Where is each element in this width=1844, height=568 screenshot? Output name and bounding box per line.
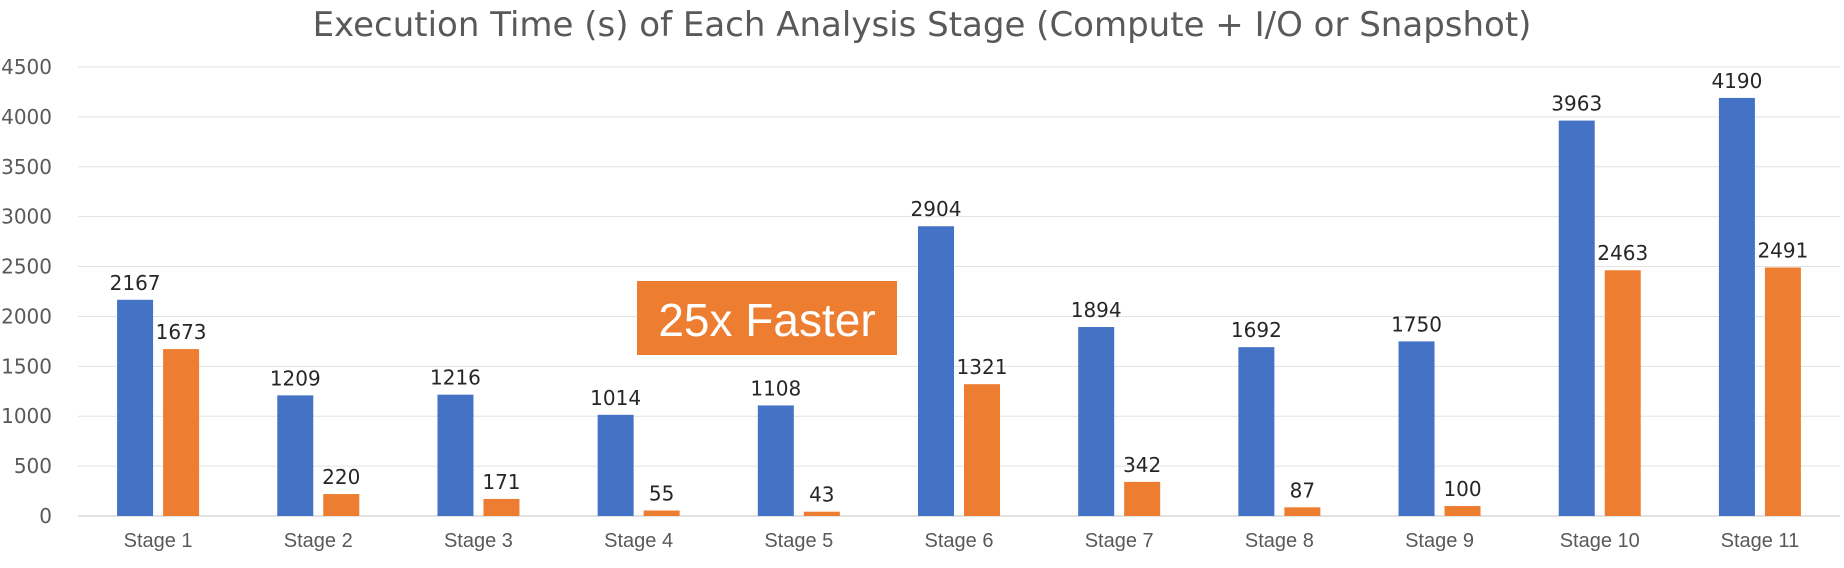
bar-series-2 <box>1604 270 1641 516</box>
bar-data-label: 2904 <box>911 197 962 221</box>
bar-series-1 <box>117 299 154 516</box>
x-category-label: Stage 11 <box>1721 530 1800 552</box>
speedup-callout: 25x Faster <box>637 281 897 355</box>
bar-data-label: 1321 <box>957 355 1008 379</box>
x-category-label: Stage 9 <box>1405 530 1474 552</box>
bar-series-2 <box>1284 507 1321 516</box>
x-category-label: Stage 8 <box>1245 530 1314 552</box>
y-tick-label: 500 <box>14 454 52 478</box>
y-tick-label: 1000 <box>1 404 52 428</box>
bar-series-1 <box>918 226 954 516</box>
bar-series-2 <box>964 384 1000 516</box>
y-tick-label: 0 <box>39 504 52 528</box>
bar-data-label: 1673 <box>156 320 207 344</box>
speedup-callout-box <box>637 281 897 355</box>
y-tick-label: 1500 <box>1 354 52 378</box>
x-category-label: Stage 7 <box>1085 530 1154 552</box>
bar-data-label: 1750 <box>1391 312 1442 336</box>
y-tick-label: 3500 <box>1 155 52 179</box>
bar-data-label: 87 <box>1290 478 1315 502</box>
bar-series-2 <box>323 494 360 516</box>
bar-data-label: 342 <box>1123 453 1161 477</box>
bar-series-1 <box>1718 97 1755 516</box>
bar-series-1 <box>757 405 794 516</box>
bar-data-label: 100 <box>1443 477 1481 501</box>
bar-series-1 <box>437 394 474 516</box>
y-tick-label: 4500 <box>1 55 52 79</box>
bar-data-label: 3963 <box>1551 92 1602 116</box>
chart-title: Execution Time (s) of Each Analysis Stag… <box>313 5 1532 45</box>
x-category-label: Stage 2 <box>284 530 353 552</box>
bar-data-label: 1692 <box>1231 318 1282 342</box>
bar-data-label: 55 <box>649 482 674 506</box>
bar-series-2 <box>643 510 680 516</box>
bar-data-label: 1894 <box>1071 298 1122 322</box>
bar-data-label: 2491 <box>1757 238 1808 262</box>
bar-series-2 <box>1444 506 1481 516</box>
gridlines <box>78 66 1840 467</box>
x-category-label: Stage 10 <box>1560 530 1640 552</box>
y-tick-label: 2000 <box>1 304 52 328</box>
bar-series-1 <box>277 395 314 516</box>
bar-series-2 <box>483 498 520 516</box>
bars <box>117 97 1801 517</box>
x-category-label: Stage 4 <box>604 530 673 552</box>
y-axis-ticks: 0 500 1000 1500 2000 2500 3000 3500 4000 4500 <box>1 55 52 528</box>
y-tick-label: 2500 <box>1 255 52 279</box>
bar-series-1 <box>597 414 634 516</box>
y-tick-label: 4000 <box>1 105 52 129</box>
x-axis-categories: Stage 1 Stage 2 Stage 3 Stage 4 Stage 5 Stage… <box>124 530 1800 552</box>
bar-series-1 <box>1238 347 1275 516</box>
bar-series-2 <box>1764 267 1801 516</box>
bar-data-label: 4190 <box>1711 69 1762 93</box>
bar-series-1 <box>1398 341 1435 516</box>
y-tick-label: 3000 <box>1 205 52 229</box>
bar-series-2 <box>163 349 200 516</box>
x-category-label: Stage 6 <box>925 530 994 552</box>
bar-series-1 <box>1078 327 1115 516</box>
x-category-label: Stage 1 <box>124 530 193 552</box>
bar-data-label: 1216 <box>430 366 481 390</box>
bar-data-label: 1209 <box>270 366 321 390</box>
bar-data-label: 220 <box>322 465 360 489</box>
speedup-callout-text: 25x Faster <box>658 294 875 346</box>
x-category-label: Stage 3 <box>444 530 513 552</box>
bar-data-label: 1108 <box>750 376 801 400</box>
bar-data-label: 2463 <box>1597 241 1648 265</box>
bar-series-2 <box>803 511 840 516</box>
bar-data-label: 2167 <box>110 271 161 295</box>
bar-data-label: 43 <box>809 483 834 507</box>
bar-data-label: 171 <box>482 470 520 494</box>
bar-series-2 <box>1124 481 1161 516</box>
bar-series-1 <box>1558 120 1595 517</box>
x-category-label: Stage 5 <box>764 530 833 552</box>
bar-data-label: 1014 <box>590 386 641 410</box>
data-labels: 2167 1673 1209 220 1216 171 1014 55 1108 43 2904 13… <box>110 69 1809 507</box>
